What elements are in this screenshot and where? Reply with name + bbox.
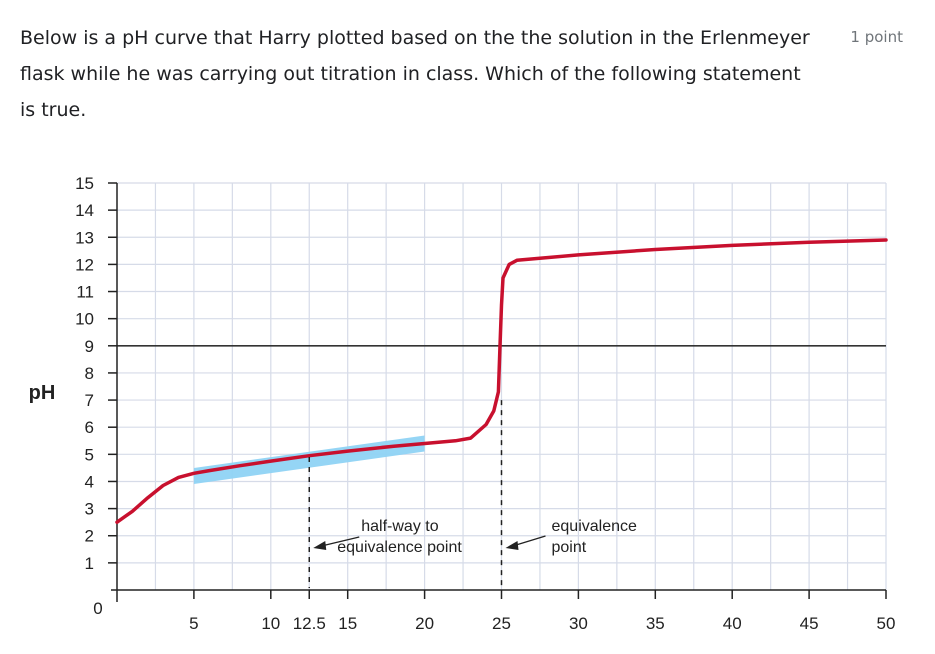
y-tick-label: 14 bbox=[75, 201, 94, 220]
x-tick-label: 25 bbox=[492, 614, 511, 633]
y-tick-label: 10 bbox=[75, 310, 94, 329]
annotation-label: point bbox=[552, 539, 587, 556]
annotation-arrowhead bbox=[313, 541, 327, 550]
x-tick-label: 45 bbox=[800, 614, 819, 633]
y-tick-label: 9 bbox=[85, 337, 94, 356]
annotation-arrowhead bbox=[505, 541, 519, 550]
y-tick-label: 5 bbox=[85, 445, 94, 464]
y-tick-label: 6 bbox=[85, 418, 94, 437]
y-tick-label: 11 bbox=[76, 283, 94, 302]
question-points: 1 point bbox=[850, 28, 903, 46]
y-axis-label: pH bbox=[29, 382, 56, 404]
x-tick-label: 10 bbox=[261, 614, 280, 633]
x-tick-label: 5 bbox=[189, 614, 198, 633]
x-tick-label: 20 bbox=[415, 614, 434, 633]
x-tick-label: 15 bbox=[338, 614, 357, 633]
annotation-label: equivalence bbox=[552, 518, 638, 535]
y-tick-label: 15 bbox=[75, 174, 94, 193]
ph-curve-line bbox=[115, 238, 888, 524]
y-tick-label: 8 bbox=[85, 364, 94, 383]
y-tick-label: 2 bbox=[85, 527, 94, 546]
x-tick-label: 30 bbox=[569, 614, 588, 633]
y-tick-label: 3 bbox=[85, 500, 94, 519]
annotation-label: half-way to bbox=[361, 518, 438, 535]
origin-label: 0 bbox=[93, 599, 102, 618]
annotation-label: equivalence point bbox=[337, 539, 462, 556]
x-tick-label: 50 bbox=[877, 614, 896, 633]
y-tick-label: 12 bbox=[75, 255, 94, 274]
x-tick-label: 40 bbox=[723, 614, 742, 633]
question-text: Below is a pH curve that Harry plotted b… bbox=[20, 27, 810, 121]
x-tick-label: 35 bbox=[646, 614, 665, 633]
y-tick-label: 1 bbox=[85, 554, 94, 573]
y-tick-label: 13 bbox=[75, 228, 94, 247]
y-tick-label: 7 bbox=[85, 391, 94, 410]
y-tick-label: 4 bbox=[85, 472, 94, 491]
x-tick-label: 12.5 bbox=[293, 614, 326, 633]
